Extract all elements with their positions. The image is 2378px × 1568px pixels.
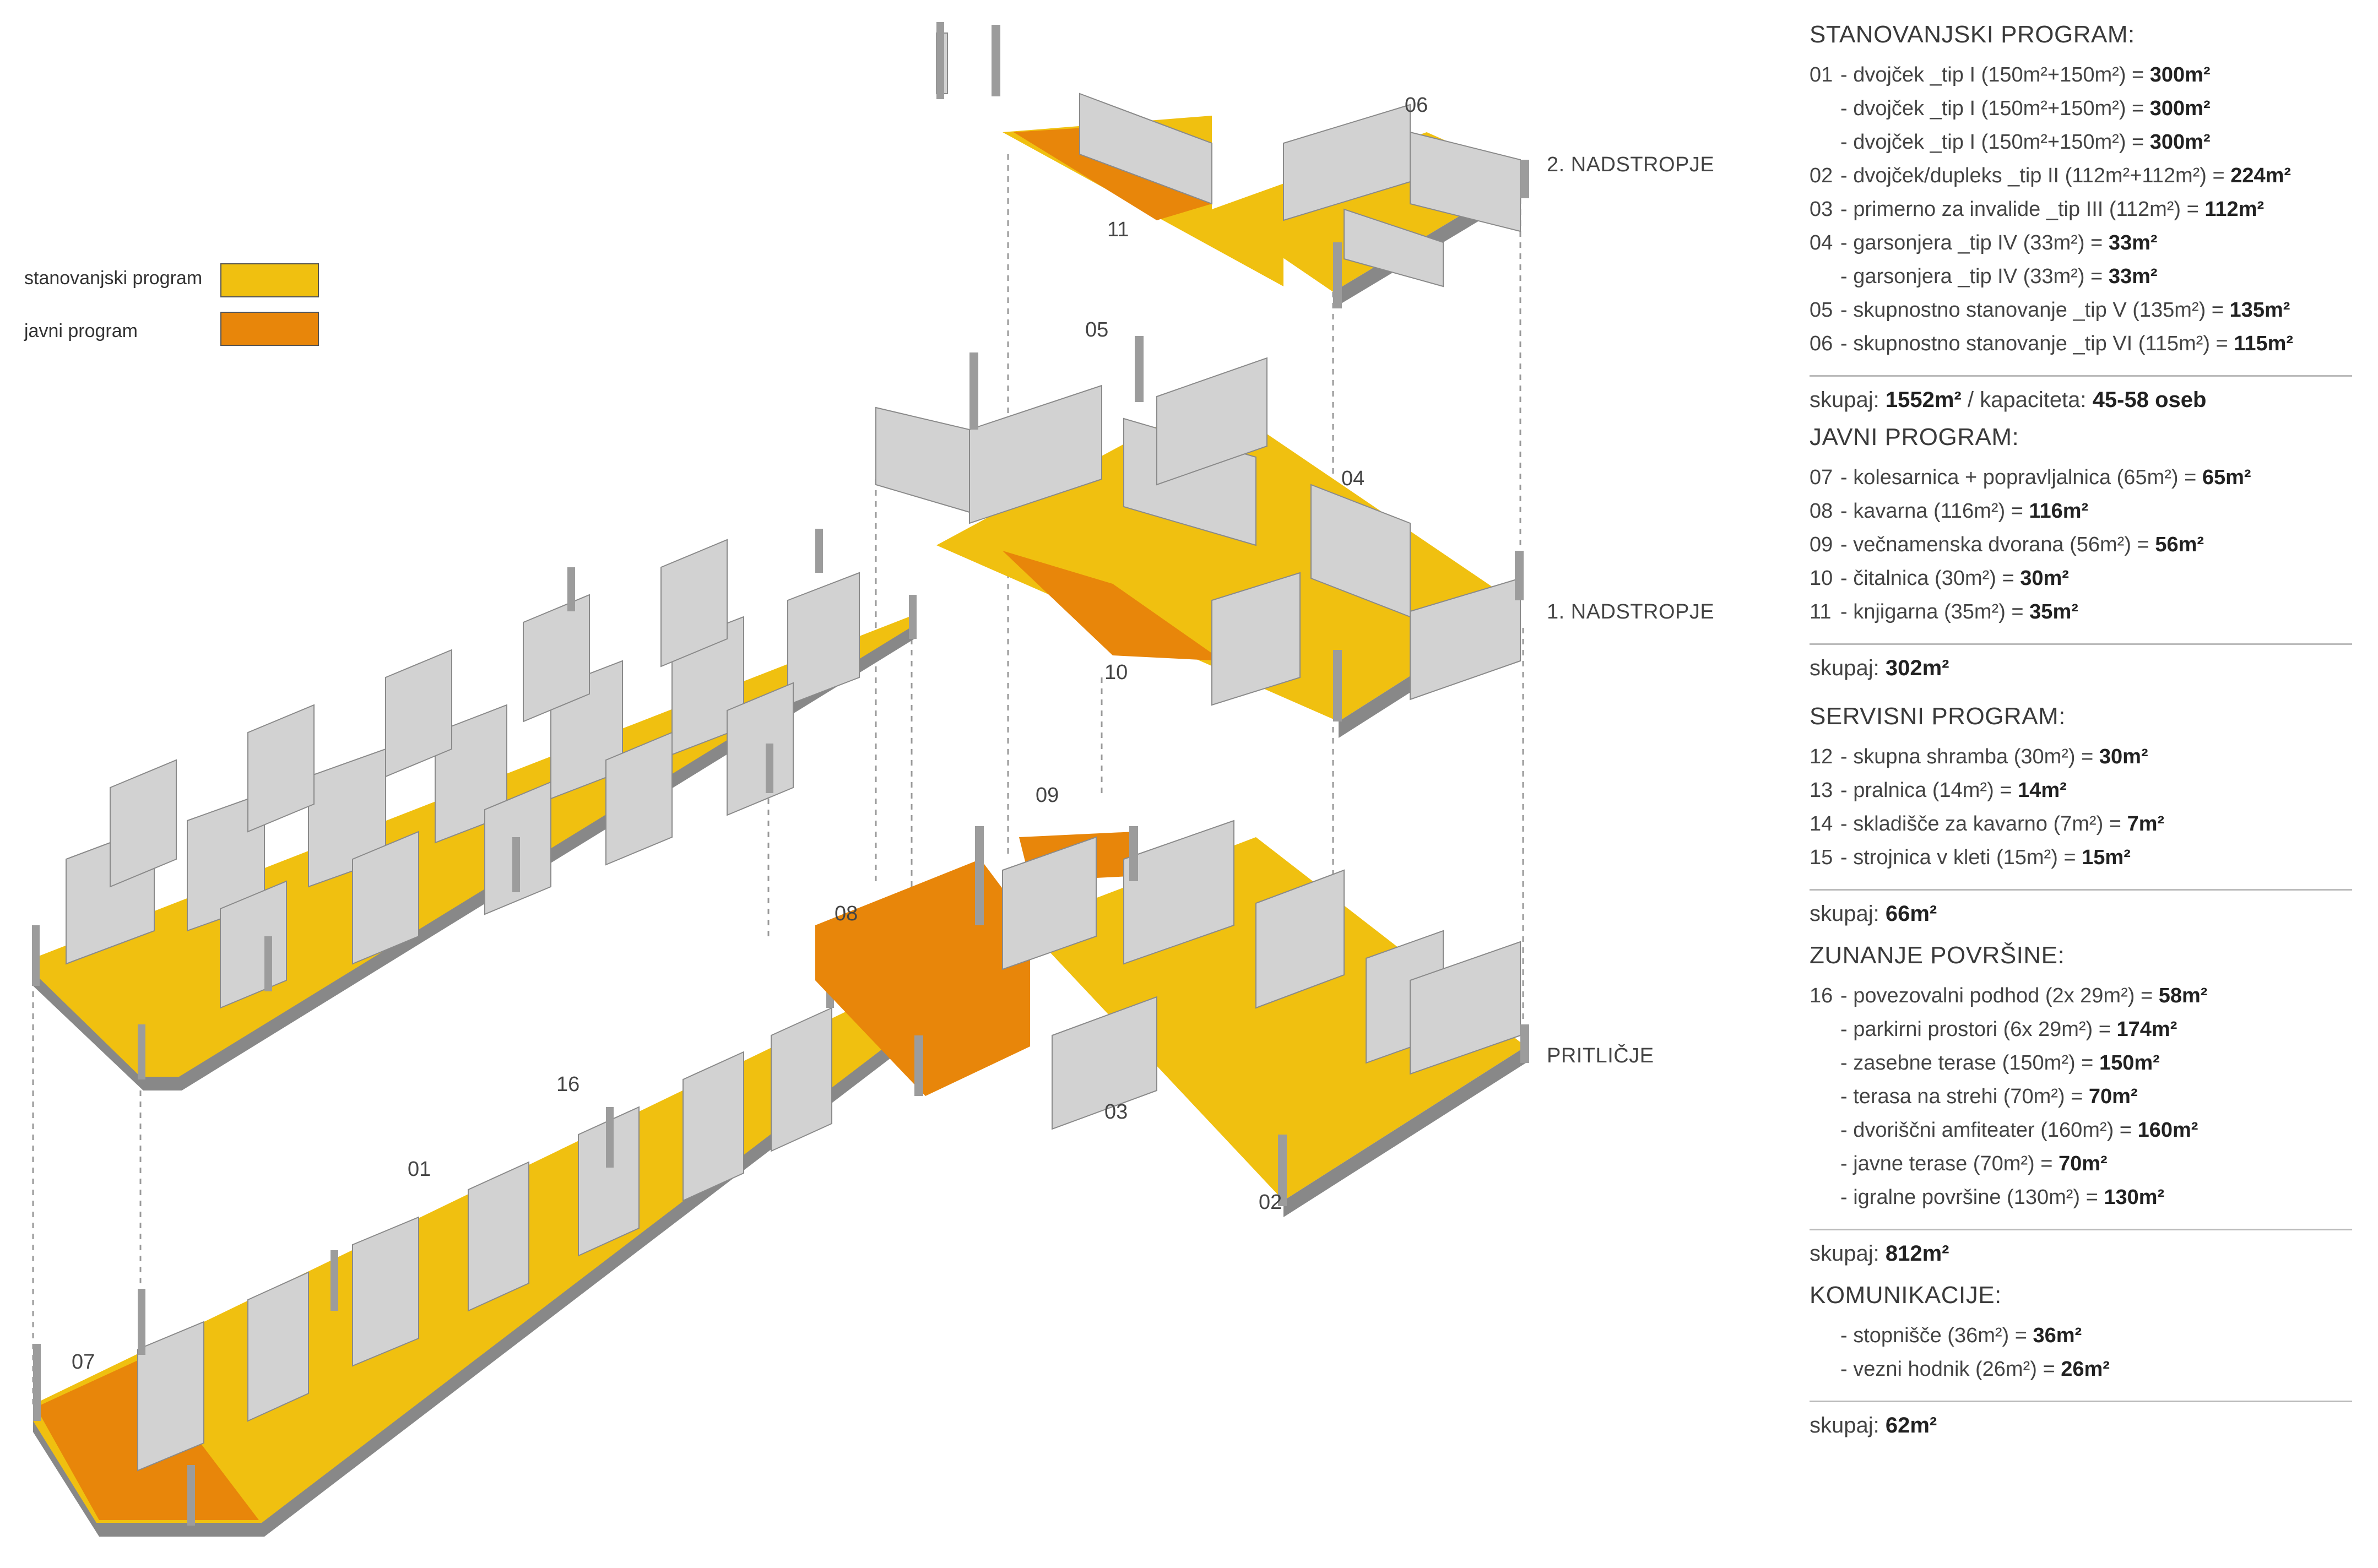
schedule-row: 06- skupnostno stanovanje _tip VI (115m²… bbox=[1810, 332, 2294, 355]
divider bbox=[1810, 1401, 2352, 1402]
projection-lines bbox=[32, 154, 1524, 1410]
unit-number-09: 09 bbox=[1036, 784, 1059, 807]
level-label-ground: PRITLIČJE bbox=[1547, 1044, 1654, 1067]
section-title-housing: STANOVANJSKI PROGRAM: bbox=[1810, 21, 2135, 48]
schedule-row: 04- garsonjera _tip IV (33m²) = 33m² bbox=[1810, 231, 2158, 254]
schedule-row: - vezni hodnik (26m²) = 26m² bbox=[1840, 1358, 2110, 1381]
legend-label-residential: stanovanjski program bbox=[24, 268, 203, 289]
schedule-row: - dvoriščni amfiteater (160m²) = 160m² bbox=[1840, 1119, 2198, 1142]
schedule-row: - igralne površine (130m²) = 130m² bbox=[1840, 1186, 2165, 1209]
schedule-row: - dvojček _tip I (150m²+150m²) = 300m² bbox=[1840, 131, 2211, 154]
schedule-row: 08- kavarna (116m²) = 116m² bbox=[1810, 500, 2089, 523]
schedule-row: 07- kolesarnica + popravljalnica (65m²) … bbox=[1810, 466, 2251, 489]
schedule-row: 09- večnamenska dvorana (56m²) = 56m² bbox=[1810, 533, 2204, 556]
schedule-row: - parkirni prostori (6x 29m²) = 174m² bbox=[1840, 1018, 2177, 1041]
section-title-service: SERVISNI PROGRAM: bbox=[1810, 703, 2066, 730]
section-public: JAVNI PROGRAM: 07- kolesarnica + popravl… bbox=[1810, 424, 2360, 681]
schedule-row: 02- dvojček/dupleks _tip II (112m²+112m²… bbox=[1810, 164, 2292, 187]
legend-label-public: javni program bbox=[24, 321, 138, 341]
schedule-row: - stopnišče (36m²) = 36m² bbox=[1840, 1324, 2082, 1347]
schedule-row: - javne terase (70m²) = 70m² bbox=[1840, 1152, 2108, 1175]
ground-floor-right bbox=[815, 820, 1529, 1217]
schedule-row: - zasebne terase (150m²) = 150m² bbox=[1840, 1051, 2160, 1075]
schedule-row: 12- skupna shramba (30m²) = 30m² bbox=[1810, 745, 2148, 768]
second-floor bbox=[936, 22, 1529, 308]
left-upper-floor bbox=[32, 529, 917, 1090]
legend-swatch-public bbox=[220, 312, 319, 346]
total-housing: skupaj: 1552m² / kapaciteta: 45-58 oseb bbox=[1810, 388, 2207, 412]
unit-number-11: 11 bbox=[1107, 218, 1129, 241]
unit-number-16: 16 bbox=[556, 1073, 580, 1096]
level-label-first: 1. NADSTROPJE bbox=[1547, 600, 1715, 623]
legend-swatch-residential bbox=[220, 263, 319, 297]
area-schedule: STANOVANJSKI PROGRAM: 01- dvojček _tip I… bbox=[1810, 21, 2360, 1449]
schedule-row: - terasa na strehi (70m²) = 70m² bbox=[1840, 1085, 2138, 1108]
schedule-row: - garsonjera _tip IV (33m²) = 33m² bbox=[1840, 265, 2158, 288]
section-title-public: JAVNI PROGRAM: bbox=[1810, 424, 2019, 451]
level-label-second: 2. NADSTROPJE bbox=[1547, 153, 1715, 176]
schedule-row: 13- pralnica (14m²) = 14m² bbox=[1810, 779, 2067, 802]
unit-number-07: 07 bbox=[72, 1350, 95, 1374]
ground-floor-left bbox=[33, 925, 1036, 1537]
unit-number-03: 03 bbox=[1104, 1100, 1128, 1124]
schedule-row: 10- čitalnica (30m²) = 30m² bbox=[1810, 567, 2069, 590]
axonometric-drawing bbox=[32, 22, 1529, 1537]
schedule-row: 01- dvojček _tip I (150m²+150m²) = 300m² bbox=[1810, 63, 2211, 86]
schedule-row: 15- strojnica v kleti (15m²) = 15m² bbox=[1810, 846, 2131, 869]
section-outdoor: ZUNANJE POVRŠINE: 16- povezovalni podhod… bbox=[1810, 942, 2360, 1266]
divider bbox=[1810, 1229, 2352, 1230]
section-housing: STANOVANJSKI PROGRAM: 01- dvojček _tip I… bbox=[1810, 21, 2360, 413]
first-floor bbox=[875, 336, 1524, 738]
section-title-communication: KOMUNIKACIJE: bbox=[1810, 1282, 2002, 1309]
total-public: skupaj: 302m² bbox=[1810, 656, 1949, 680]
schedule-row: 11- knjigarna (35m²) = 35m² bbox=[1810, 600, 2078, 623]
unit-number-06: 06 bbox=[1405, 94, 1428, 117]
divider bbox=[1810, 643, 2352, 645]
unit-number-10: 10 bbox=[1104, 661, 1128, 684]
total-communication: skupaj: 62m² bbox=[1810, 1413, 1937, 1437]
unit-number-05: 05 bbox=[1085, 318, 1109, 341]
unit-number-02: 02 bbox=[1259, 1191, 1282, 1214]
section-title-outdoor: ZUNANJE POVRŠINE: bbox=[1810, 942, 2065, 969]
schedule-row: 05- skupnostno stanovanje _tip V (135m²)… bbox=[1810, 299, 2290, 322]
unit-number-04: 04 bbox=[1341, 467, 1365, 490]
total-outdoor: skupaj: 812m² bbox=[1810, 1241, 1949, 1266]
schedule-row: - dvojček _tip I (150m²+150m²) = 300m² bbox=[1840, 97, 2211, 120]
section-service: SERVISNI PROGRAM: 12- skupna shramba (30… bbox=[1810, 703, 2360, 926]
divider bbox=[1810, 375, 2352, 377]
divider bbox=[1810, 889, 2352, 891]
schedule-row: 16- povezovalni podhod (2x 29m²) = 58m² bbox=[1810, 984, 2208, 1007]
section-communication: KOMUNIKACIJE: - stopnišče (36m²) = 36m² … bbox=[1810, 1282, 2360, 1438]
unit-number-01: 01 bbox=[408, 1158, 431, 1181]
schedule-row: 14- skladišče za kavarno (7m²) = 7m² bbox=[1810, 812, 2165, 835]
total-service: skupaj: 66m² bbox=[1810, 902, 1937, 926]
schedule-row: 03- primerno za invalide _tip III (112m²… bbox=[1810, 198, 2265, 221]
unit-number-08: 08 bbox=[835, 902, 858, 925]
